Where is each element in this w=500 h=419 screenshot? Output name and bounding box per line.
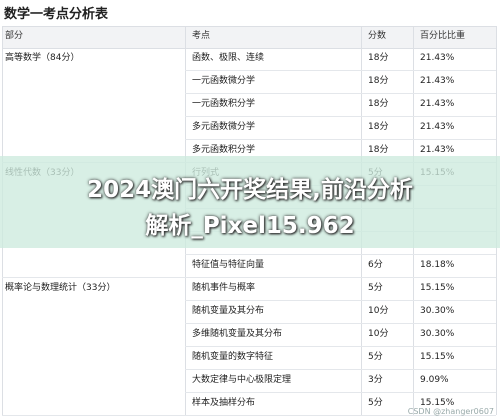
table-cell: 15.15% (420, 283, 455, 293)
table-cell: 18分 (368, 145, 389, 155)
table-cell: 18分 (368, 122, 389, 132)
table-cell: 21.43% (420, 99, 455, 109)
header-cell: 考点 (192, 31, 211, 41)
row-border (185, 70, 496, 71)
table-cell: 9.09% (420, 375, 449, 385)
row-border (185, 254, 496, 255)
table-cell: 5分 (368, 398, 383, 408)
table-cell: 21.43% (420, 145, 455, 155)
row-border (185, 392, 496, 393)
table-cell: 21.43% (420, 53, 455, 63)
header-cell: 部分 (5, 31, 24, 41)
watermark: CSDN @zhanger0607 (407, 407, 494, 416)
banner-line: 解析_Pixel15.962 (145, 213, 355, 239)
table-cell: 18分 (368, 53, 389, 63)
table-cell: 30.30% (420, 329, 455, 339)
row-border (185, 323, 496, 324)
table-cell: 5分 (368, 352, 383, 362)
table-cell: 函数、极限、连续 (192, 53, 265, 63)
table-cell: 多维随机变量及其分布 (192, 329, 283, 339)
table-cell: 特征值与特征向量 (192, 260, 265, 270)
section-name: 概率论与数理统计（33分） (5, 283, 116, 293)
table-title: 数学一考点分析表 (4, 7, 109, 22)
table-cell: 多元函数积分学 (192, 145, 256, 155)
table-cell: 6分 (368, 260, 383, 270)
table-cell: 随机变量及其分布 (192, 306, 265, 316)
section-name: 高等数学（84分） (5, 53, 80, 63)
header-cell: 百分比比重 (420, 31, 466, 41)
table-cell: 随机事件与概率 (192, 283, 256, 293)
table-cell: 15.15% (420, 352, 455, 362)
row-border (185, 369, 496, 370)
table-cell: 大数定律与中心极限定理 (192, 375, 292, 385)
table-cell: 5分 (368, 283, 383, 293)
row-border (185, 346, 496, 347)
header-row (2, 26, 496, 49)
table-cell: 18分 (368, 76, 389, 86)
table-cell: 15.15% (420, 398, 455, 408)
table-cell: 10分 (368, 329, 389, 339)
table-cell: 10分 (368, 306, 389, 316)
row-border (185, 116, 496, 117)
table-cell: 一元函数积分学 (192, 99, 256, 109)
header-cell: 分数 (368, 31, 387, 41)
table-cell: 多元函数微分学 (192, 122, 256, 132)
table-cell: 3分 (368, 375, 383, 385)
section-border (2, 415, 185, 416)
banner (0, 156, 500, 248)
section-border (2, 277, 185, 278)
banner-line: 2024澳门六开奖结果,前沿分析 (87, 177, 413, 203)
table-cell: 21.43% (420, 122, 455, 132)
row-border (185, 415, 496, 416)
table-cell: 30.30% (420, 306, 455, 316)
table-cell: 21.43% (420, 76, 455, 86)
row-border (185, 139, 496, 140)
table-cell: 样本及抽样分布 (192, 398, 256, 408)
table-cell: 18.18% (420, 260, 455, 270)
table-cell: 18分 (368, 99, 389, 109)
table-cell: 随机变量的数字特征 (192, 352, 274, 362)
row-border (185, 93, 496, 94)
table-cell: 一元函数微分学 (192, 76, 256, 86)
row-border (185, 277, 496, 278)
row-border (185, 300, 496, 301)
